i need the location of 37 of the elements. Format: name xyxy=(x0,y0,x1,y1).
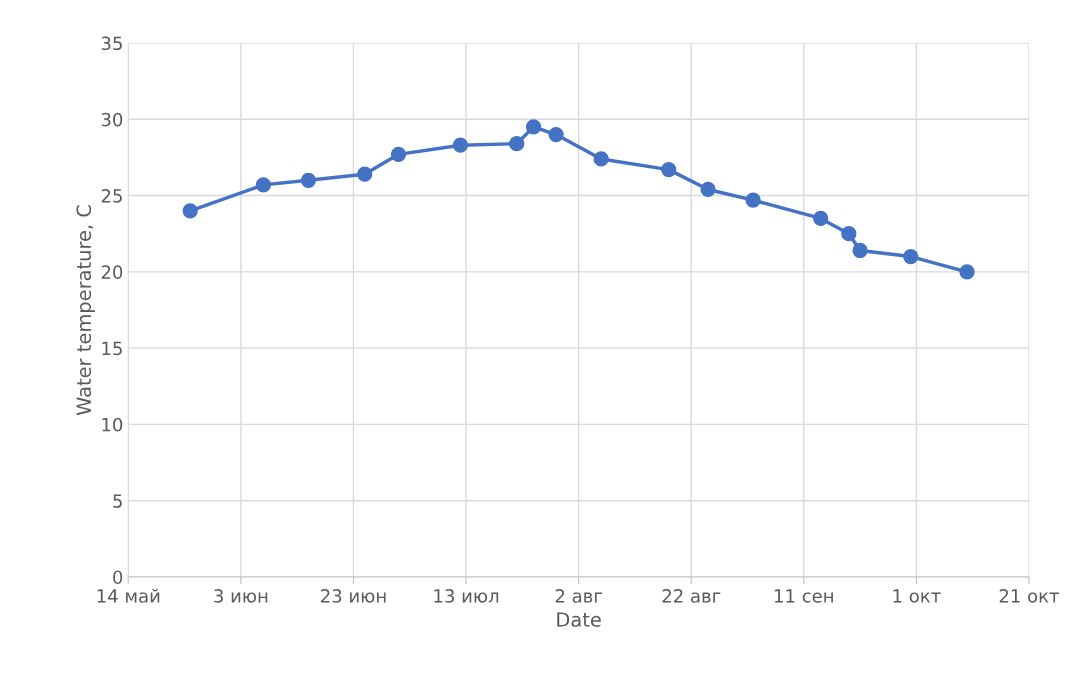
x-tick-label: 22 авг xyxy=(662,589,721,603)
point xyxy=(852,242,868,259)
point xyxy=(509,136,525,152)
x-tick-label: 2 авг xyxy=(555,589,602,603)
point xyxy=(452,137,469,153)
point xyxy=(745,192,761,208)
x-tick-label: 23 июн xyxy=(321,589,386,603)
y-tick-label: 35 xyxy=(101,36,122,51)
point xyxy=(841,226,857,242)
x-tick-label: 3 июн xyxy=(214,589,268,603)
y-tick-label: 0 xyxy=(113,570,123,585)
point xyxy=(357,166,373,182)
x-tick-label: 21 окт xyxy=(999,589,1060,603)
y-tick-label: 5 xyxy=(113,494,122,508)
point xyxy=(813,210,829,227)
point xyxy=(661,161,677,178)
y-tick-label: 10 xyxy=(102,417,123,432)
point xyxy=(548,126,564,143)
y-axis-title: Water temperature, C xyxy=(76,205,95,416)
point xyxy=(593,151,609,167)
point xyxy=(959,264,975,280)
y-tick-label: 25 xyxy=(101,189,122,203)
y-tick-label: 30 xyxy=(101,112,123,127)
x-tick-label: 1 окт xyxy=(893,589,941,603)
x-tick-label: 11 сен xyxy=(774,589,833,603)
point xyxy=(255,177,272,193)
point xyxy=(700,181,716,198)
point xyxy=(903,248,919,265)
x-tick-label: 14 май xyxy=(97,588,160,603)
y-tick-label: 15 xyxy=(102,341,122,356)
x-tick-label: 13 июл xyxy=(434,589,499,603)
point xyxy=(300,172,317,188)
y-tick-label: 20 xyxy=(101,265,123,279)
point xyxy=(525,119,542,135)
point xyxy=(390,146,407,163)
point xyxy=(182,203,198,219)
x-axis-title: Date xyxy=(557,612,601,627)
